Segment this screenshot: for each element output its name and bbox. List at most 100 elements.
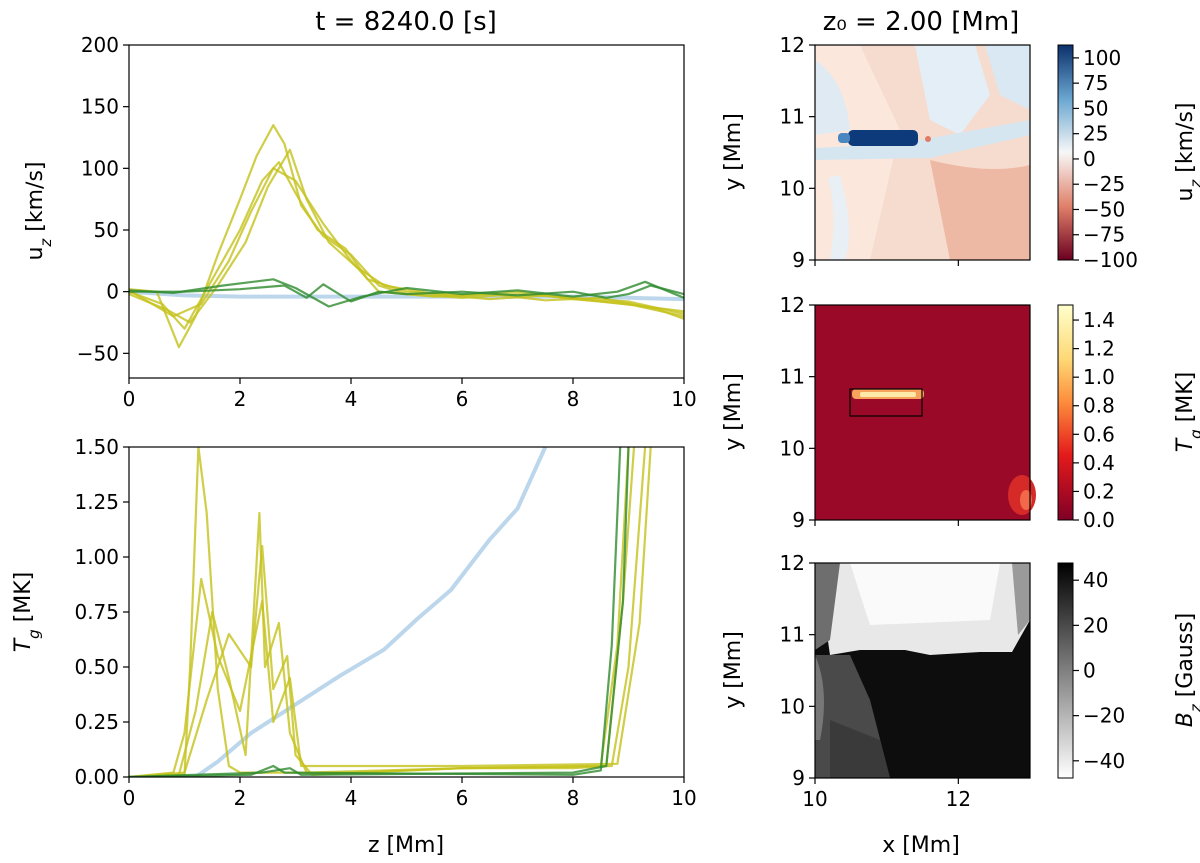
uz-cb-tick-label: 25	[1083, 122, 1108, 146]
tg-series-green-1	[129, 447, 622, 777]
bz-map-image	[815, 563, 1030, 778]
tg-series-green-2	[129, 447, 630, 777]
tg-map-ytick-label: 11	[780, 365, 805, 389]
tg-cb-tick-label: 0.2	[1083, 479, 1115, 503]
bz-map-xtick-label: 12	[946, 787, 971, 811]
bz-map-ytick-label: 9	[792, 766, 805, 790]
tg-ytick-label: 1.50	[74, 435, 119, 459]
tg-cb-tick-label: 0.0	[1083, 508, 1115, 532]
tg-cb-tick-label: 1.2	[1083, 337, 1115, 361]
bz-map-xtick-label: 10	[802, 787, 827, 811]
uz-cb-tick-label: −25	[1083, 172, 1125, 196]
tg-xtick-label: 2	[234, 786, 247, 810]
bz-cb-tick-label: −40	[1083, 749, 1125, 773]
tg-ytick-label: 0.25	[74, 710, 119, 734]
bz-map-ytick-label: 10	[780, 694, 805, 718]
bz-map-ytick-label: 12	[780, 551, 805, 575]
uz-cb-tick-label: 100	[1083, 46, 1121, 70]
tg-ytick-label: 0.50	[74, 655, 119, 679]
bz-map-ylabel: y [Mm]	[721, 631, 746, 709]
uz-axes-frame	[128, 44, 685, 379]
right-title: z₀ = 2.00 [Mm]	[823, 7, 1020, 37]
uz-series-yellow-2	[129, 161, 684, 330]
uz-ytick-label: −50	[77, 341, 119, 365]
uz-series-green-2	[129, 278, 684, 308]
uz-map-ytick-label: 10	[780, 176, 805, 200]
uz-cb-tick-label: −100	[1083, 248, 1138, 272]
uz-ytick-label: 0	[106, 280, 119, 304]
tg-xtick-label: 4	[345, 786, 358, 810]
tg-series-reference	[194, 447, 548, 777]
tg-colorbar-label: Tg [MK]	[1173, 372, 1200, 453]
tg-xtick-label: 0	[123, 786, 136, 810]
uz-ytick-label: 50	[94, 218, 119, 242]
bz-map-xlabel: x [Mm]	[882, 833, 960, 858]
bz-map-frame	[814, 562, 1031, 779]
uz-map-ytick-label: 9	[792, 248, 805, 272]
tg-cb-tick-label: 1.4	[1083, 308, 1115, 332]
uz-xtick-label: 0	[123, 387, 136, 411]
uz-cb-tick-label: 75	[1083, 71, 1108, 95]
tg-colorbar	[1057, 304, 1074, 521]
uz-map-ytick-label: 11	[780, 105, 805, 129]
uz-ytick-label: 200	[81, 33, 119, 57]
uz-cb-tick-label: 50	[1083, 96, 1108, 120]
uz-series-green-1	[129, 283, 684, 303]
tg-lines	[129, 447, 652, 777]
uz-lines	[129, 124, 684, 349]
tg-cb-tick-label: 0.6	[1083, 422, 1115, 446]
tg-cb-tick-label: 1.0	[1083, 365, 1115, 389]
uz-colorbar-label: uz [km/s]	[1173, 102, 1200, 201]
tg-ylabel: Tg [MK]	[11, 572, 43, 653]
uz-ylabel: uz [km/s]	[23, 161, 55, 260]
uz-xtick-label: 8	[567, 387, 580, 411]
tg-ytick-label: 0.75	[74, 600, 119, 624]
uz-xtick-label: 6	[456, 387, 469, 411]
bz-cb-tick-label: −20	[1083, 704, 1125, 728]
uz-ytick-label: 150	[81, 95, 119, 119]
tg-series-yellow-1	[129, 447, 636, 777]
bz-map-ytick-label: 11	[780, 623, 805, 647]
bz-cb-tick-label: 20	[1083, 613, 1108, 637]
tg-xlabel: z [Mm]	[368, 833, 444, 858]
uz-ytick-label: 100	[81, 156, 119, 180]
tg-map-ylabel: y [Mm]	[721, 373, 746, 451]
uz-series-yellow-3	[129, 148, 684, 324]
left-title: t = 8240.0 [s]	[315, 7, 497, 37]
uz-map-frame	[814, 44, 1031, 261]
uz-xtick-label: 2	[234, 387, 247, 411]
uz-series-yellow-4	[129, 167, 684, 320]
uz-jet-feature	[848, 130, 918, 146]
uz-xtick-label: 10	[671, 387, 696, 411]
tg-map-ytick-label: 9	[792, 508, 805, 532]
tg-series-yellow-3	[129, 447, 647, 777]
tg-map-image	[815, 305, 1036, 520]
uz-cb-tick-label: 0	[1083, 147, 1096, 171]
tg-ticks: 0 2 4 6 8 10 0.00 0.25 0.50 0.75 1.00 1.25 1.50	[74, 435, 696, 810]
uz-map-ytick-label: 12	[780, 33, 805, 57]
tg-xtick-label: 10	[671, 786, 696, 810]
tg-ytick-label: 0.00	[74, 765, 119, 789]
uz-xtick-label: 4	[345, 387, 358, 411]
tg-cb-tick-label: 0.8	[1083, 394, 1115, 418]
bz-colorbar	[1057, 562, 1074, 779]
tg-series-yellow-4	[129, 447, 652, 777]
uz-map-image	[815, 45, 1030, 260]
tg-selection-box	[849, 388, 923, 417]
tg-map-ytick-label: 10	[780, 436, 805, 460]
uz-map-ylabel: y [Mm]	[721, 113, 746, 191]
uz-series-yellow-1	[129, 124, 684, 349]
tg-xtick-label: 6	[456, 786, 469, 810]
tg-ytick-label: 1.00	[74, 545, 119, 569]
bz-cb-tick-label: 40	[1083, 568, 1108, 592]
tg-cb-tick-label: 0.4	[1083, 451, 1115, 475]
tg-xtick-label: 8	[567, 786, 580, 810]
tg-map-frame	[814, 304, 1031, 521]
bz-cb-tick-label: 0	[1083, 659, 1096, 683]
tg-ytick-label: 1.25	[74, 490, 119, 514]
